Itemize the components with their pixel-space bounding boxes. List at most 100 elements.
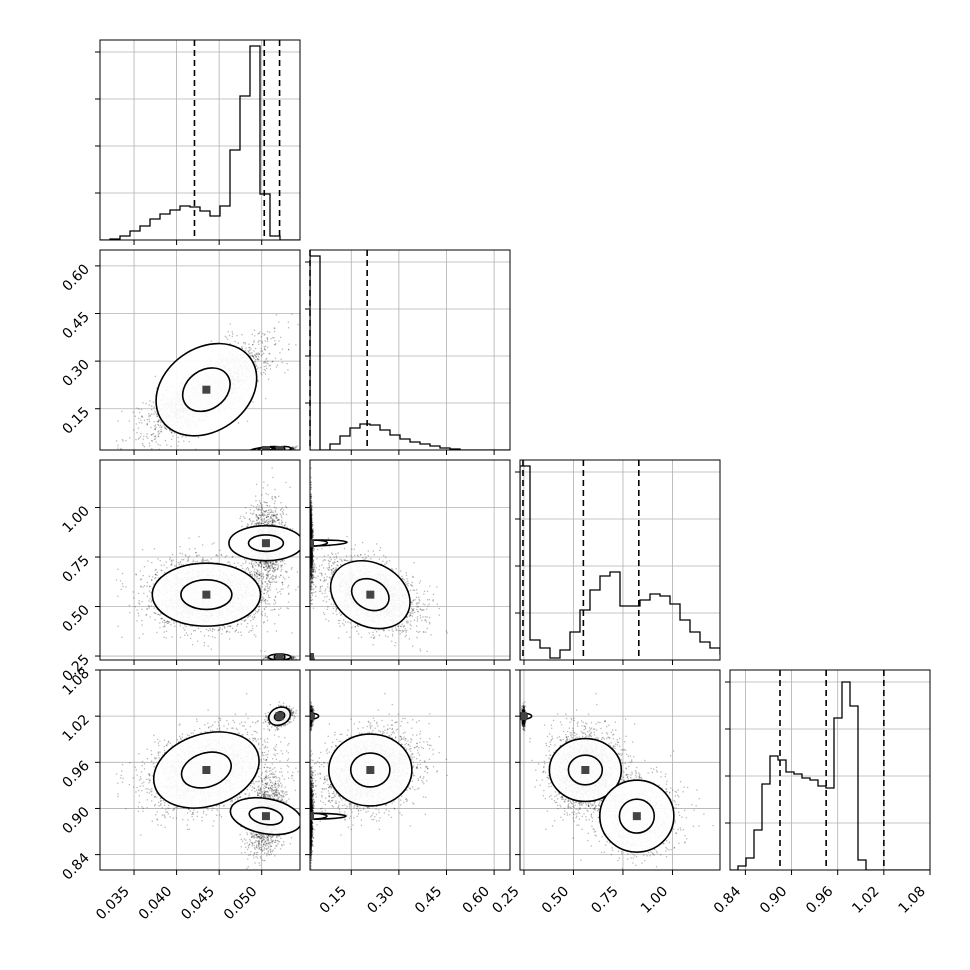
sample-point [261,350,264,352]
sample-point [155,441,157,443]
sample-point [224,335,226,337]
sample-point [258,343,260,345]
sample-point [265,357,268,359]
sample-point [246,622,249,625]
sample-point [260,340,262,342]
sample-point [253,340,255,342]
sample-point [241,347,243,350]
sample-point [271,361,273,363]
sample-point [266,367,268,370]
sample-point [290,448,293,450]
sample-point [253,329,256,331]
sample-point [165,428,167,430]
histogram-panel-3 [725,669,931,871]
sample-point [291,448,293,450]
sample-point [264,369,267,372]
sample-point [140,408,143,411]
sample-point [163,425,165,427]
histogram-panel-1 [305,249,511,451]
sample-point [229,323,231,325]
sample-point [141,415,143,417]
sample-point [257,352,259,354]
sample-point [252,344,254,346]
sample-point [292,448,295,450]
sample-point [247,350,249,352]
sample-point [151,440,153,442]
sample-point [258,353,260,355]
panel-frame [309,249,511,451]
sample-point [146,418,148,421]
sample-point [266,330,269,333]
sample-point [256,577,259,580]
sample-point [211,630,214,633]
sample-point [164,439,167,442]
sample-point [154,375,156,378]
sample-point [153,413,155,415]
sample-point [121,410,123,413]
sample-point [293,447,295,450]
x-tick-label: 0.90 [757,884,790,917]
sample-point [256,358,259,360]
sample-point [286,362,288,365]
sample-point [129,437,131,439]
sample-point [229,342,231,345]
sample-point [290,448,293,450]
sample-point [137,427,140,429]
sample-point [158,435,160,438]
sample-point [157,433,160,435]
sample-point [179,560,182,563]
sample-point [284,372,286,374]
sample-point [146,424,148,426]
sample-point [291,447,293,449]
sample-point [252,355,254,357]
sample-point [264,340,266,342]
sample-point [155,436,157,438]
sample-point [170,438,173,441]
histogram-series [100,45,300,240]
sample-point [128,420,131,422]
density-peak [202,385,211,394]
sample-point [276,364,279,366]
sample-point [259,366,262,369]
sample-point [287,327,290,329]
sample-point [157,420,160,422]
sample-point [262,332,264,335]
sample-point [256,353,258,356]
sample-point [268,331,271,333]
sample-point [166,444,168,446]
sample-point [133,429,135,431]
sample-point [177,436,179,439]
sample-point [140,419,142,421]
sample-point [260,354,263,357]
sample-point [132,411,134,413]
sample-point [252,356,255,358]
sample-point [288,343,290,345]
sample-point [260,650,262,652]
sample-point [258,353,261,355]
sample-point [159,444,161,447]
sample-point [266,569,268,571]
sample-point [160,429,162,431]
sample-point [263,346,266,348]
sample-point [251,352,253,354]
sample-point [152,401,155,403]
sample-point [291,313,293,315]
y-tick-label: 0.30 [59,357,92,390]
sample-point [291,447,293,449]
sample-point [257,341,259,343]
sample-point [250,348,252,350]
sample-point [137,438,140,440]
sample-point [155,412,157,414]
sample-point [224,626,226,628]
sample-point [117,420,119,422]
sample-point [151,439,153,442]
sample-point [154,428,157,431]
sample-point [170,445,172,448]
sample-point [272,360,274,363]
sample-point [163,622,166,624]
panel-frame [729,669,931,871]
sample-point [241,346,243,348]
sample-point [291,447,293,449]
y-tick-label: 0.45 [59,309,92,342]
sample-point [153,435,155,438]
